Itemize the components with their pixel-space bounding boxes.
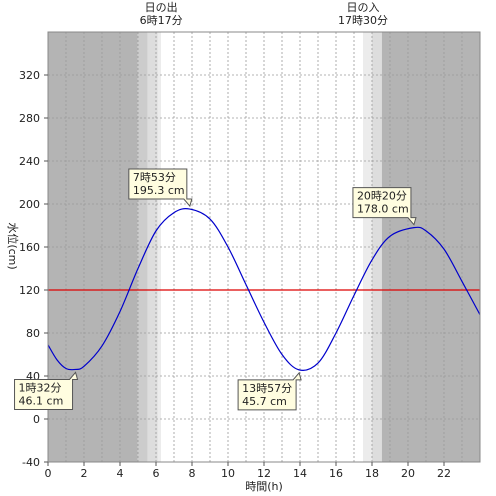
x-tick-label: 16 (329, 467, 343, 480)
callout-time: 1時32分 (19, 381, 62, 394)
twilight-band-evening-1 (363, 32, 372, 462)
y-tick-label: -40 (22, 456, 40, 469)
callout-time: 7時53分 (133, 171, 176, 184)
x-tick-label: 22 (437, 467, 451, 480)
callout-time: 20時20分 (357, 190, 407, 203)
x-tick-label: 4 (117, 467, 124, 480)
night-band-evening (381, 32, 480, 462)
y-tick-label: 240 (19, 155, 40, 168)
callout-level: 178.0 cm (357, 203, 409, 216)
x-tick-label: 14 (293, 467, 307, 480)
y-tick-label: 280 (19, 112, 40, 125)
callout-level: 195.3 cm (133, 184, 185, 197)
tide-line (47, 208, 481, 371)
y-tick-label: 80 (26, 327, 40, 340)
callout-box (237, 371, 302, 411)
x-tick-label: 0 (45, 467, 52, 480)
callout-box (352, 187, 417, 226)
y-tick-label: 320 (19, 69, 40, 82)
x-tick-label: 20 (401, 467, 415, 480)
callout-level: 46.1 cm (19, 394, 64, 407)
y-tick-label: 120 (19, 284, 40, 297)
tide-series (47, 208, 481, 371)
x-tick-label: 10 (221, 467, 235, 480)
y-tick-label: 200 (19, 198, 40, 211)
twilight-band-morning-1 (137, 32, 148, 462)
callout-time: 13時57分 (242, 382, 292, 395)
x-tick-label: 18 (365, 467, 379, 480)
sunset-time: 17時30分 (338, 14, 388, 27)
x-axis-label: 時間(h) (245, 480, 283, 493)
callout-box (14, 371, 79, 410)
y-axis-label: 水位(cm) (6, 222, 20, 269)
x-tick-label: 6 (153, 467, 160, 480)
twilight-band-morning-3 (157, 32, 162, 462)
x-tick-label: 12 (257, 467, 271, 480)
x-tick-label: 2 (81, 467, 88, 480)
sunset-label: 日の入 (347, 1, 380, 14)
sunrise-label: 日の出 (145, 0, 178, 14)
callout-level: 45.7 cm (242, 395, 287, 408)
y-tick-label: 0 (33, 413, 40, 426)
x-tick-label: 8 (189, 467, 196, 480)
callout-box (128, 168, 193, 208)
sunrise-time: 6時17分 (140, 14, 183, 27)
y-tick-label: 160 (19, 241, 40, 254)
